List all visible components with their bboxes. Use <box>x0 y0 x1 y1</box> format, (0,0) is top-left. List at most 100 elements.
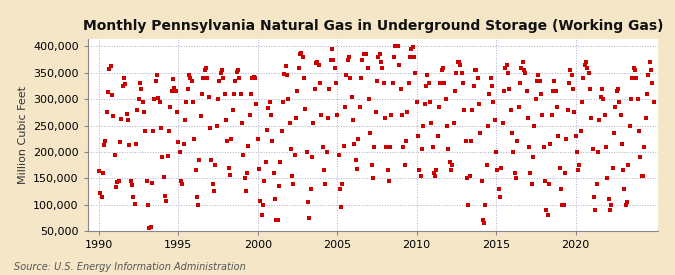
Point <box>189 136 200 141</box>
Point <box>618 168 628 172</box>
Point <box>502 63 512 67</box>
Point <box>369 144 379 149</box>
Point <box>427 144 438 149</box>
Point <box>261 160 271 165</box>
Point <box>186 78 197 83</box>
Point <box>394 63 405 67</box>
Point <box>209 189 219 194</box>
Point <box>127 182 138 187</box>
Point <box>184 73 194 78</box>
Point <box>421 84 431 88</box>
Point <box>308 121 319 125</box>
Point <box>545 142 556 146</box>
Point <box>466 139 477 144</box>
Point <box>99 142 109 147</box>
Point <box>564 81 574 86</box>
Point <box>304 216 315 220</box>
Point <box>398 144 409 149</box>
Point <box>620 202 631 207</box>
Point <box>503 71 514 75</box>
Point <box>373 55 383 59</box>
Point <box>500 65 511 70</box>
Point <box>619 187 630 191</box>
Point <box>267 139 277 144</box>
Point <box>622 200 632 204</box>
Point <box>631 76 642 80</box>
Point <box>229 92 240 96</box>
Point <box>155 100 165 104</box>
Point <box>551 105 562 109</box>
Point <box>263 106 274 110</box>
Point <box>192 194 202 199</box>
Point <box>243 143 254 148</box>
Point <box>573 168 584 172</box>
Point <box>173 140 184 145</box>
Point <box>450 89 460 94</box>
Point <box>190 168 201 172</box>
Point <box>296 51 307 55</box>
Point <box>419 102 430 107</box>
Point <box>138 110 149 114</box>
Point <box>410 71 421 75</box>
Point <box>546 113 557 117</box>
Point <box>431 168 442 172</box>
Point <box>254 167 265 171</box>
Point <box>198 76 209 80</box>
Point <box>637 174 647 178</box>
Point <box>334 187 345 191</box>
Point <box>533 73 544 78</box>
Point <box>113 179 124 184</box>
Point <box>446 168 456 172</box>
Point <box>180 118 190 122</box>
Point <box>568 86 578 91</box>
Point <box>411 100 422 104</box>
Point <box>437 65 448 70</box>
Point <box>122 112 132 116</box>
Point <box>259 179 270 183</box>
Point <box>536 92 547 96</box>
Point <box>140 129 151 133</box>
Title: Monthly Pennsylvania Natural Gas in Underground Storage (Working Gas): Monthly Pennsylvania Natural Gas in Unde… <box>82 19 663 33</box>
Point <box>456 71 467 75</box>
Point <box>642 92 653 96</box>
Point <box>435 81 446 86</box>
Point <box>170 89 181 93</box>
Point <box>365 131 376 136</box>
Point <box>292 89 303 94</box>
Point <box>234 76 244 80</box>
Point <box>556 187 566 191</box>
Point <box>128 195 138 199</box>
Point <box>390 44 401 49</box>
Point <box>624 123 635 128</box>
Point <box>227 108 238 112</box>
Point <box>583 71 594 75</box>
Point <box>205 126 215 130</box>
Point <box>130 142 141 146</box>
Point <box>452 60 463 64</box>
Point <box>485 76 496 80</box>
Point <box>328 57 339 62</box>
Point <box>643 73 653 78</box>
Point <box>258 202 269 207</box>
Point <box>240 189 251 194</box>
Point <box>561 136 572 141</box>
Point <box>202 76 213 80</box>
Point <box>246 92 256 96</box>
Point <box>531 97 541 101</box>
Point <box>219 92 230 96</box>
Point <box>116 117 127 121</box>
Point <box>149 97 160 101</box>
Point <box>542 213 553 217</box>
Point <box>539 179 550 183</box>
Point <box>291 116 302 120</box>
Point <box>302 200 313 204</box>
Point <box>488 100 499 104</box>
Point <box>448 121 459 125</box>
Point <box>146 181 157 185</box>
Point <box>119 76 130 80</box>
Point <box>396 86 406 91</box>
Point <box>301 150 312 154</box>
Point <box>635 155 646 160</box>
Point <box>342 57 353 62</box>
Point <box>156 126 167 130</box>
